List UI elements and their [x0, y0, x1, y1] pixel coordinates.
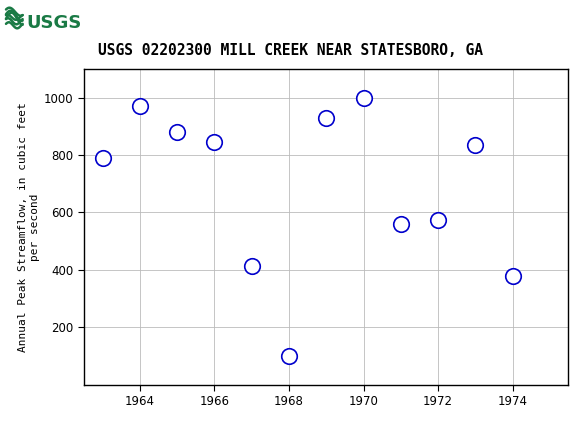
Point	[433, 216, 443, 223]
Point	[173, 129, 182, 135]
Point	[98, 154, 107, 161]
Text: USGS: USGS	[26, 14, 81, 31]
Y-axis label: Annual Peak Streamflow, in cubic feet
per second: Annual Peak Streamflow, in cubic feet pe…	[19, 102, 40, 352]
Point	[135, 103, 144, 110]
Text: USGS 02202300 MILL CREEK NEAR STATESBORO, GA: USGS 02202300 MILL CREEK NEAR STATESBORO…	[97, 43, 483, 58]
Bar	[5, 3, 47, 42]
Point	[284, 353, 293, 359]
Point	[396, 221, 405, 227]
Point	[508, 272, 517, 279]
Point	[470, 141, 480, 148]
Point	[247, 262, 256, 269]
Point	[359, 94, 368, 101]
Point	[321, 114, 331, 121]
Point	[210, 138, 219, 145]
